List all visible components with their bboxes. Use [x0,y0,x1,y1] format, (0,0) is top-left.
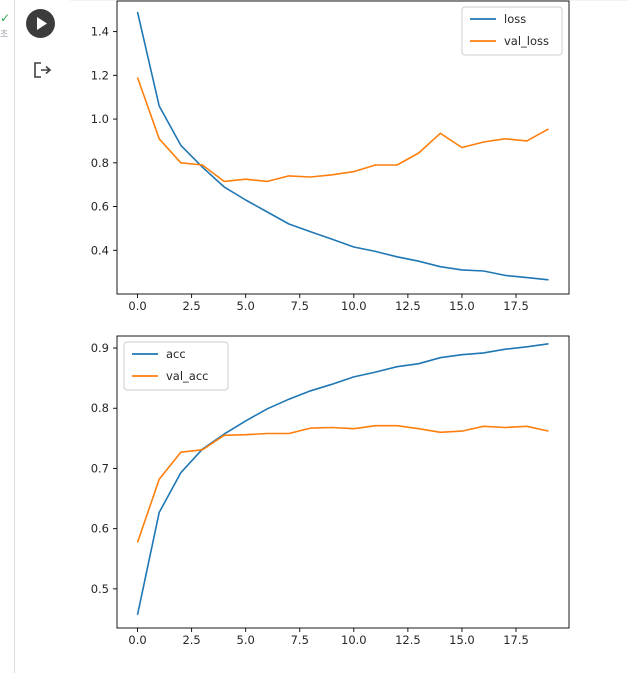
chart-1-y-tick-label: 1.4 [91,25,109,39]
chart-1-x-tick-label: 5.0 [237,299,255,313]
legend-label-val_acc: val_acc [166,369,209,383]
chart-1-y-tick-label: 1.0 [91,112,109,126]
chart-2-x-tick-label: 15.0 [449,633,475,647]
chart-2-x-tick-label: 7.5 [291,633,309,647]
play-icon [37,17,47,30]
chart-1-x-tick-label: 7.5 [291,299,309,313]
output-exit-icon [34,62,52,78]
chart-2-y-tick-label: 0.6 [91,522,109,536]
chart-2-legend-box [123,341,229,391]
chart-1-legend-box [461,6,563,56]
chart-2-x-tick-label: 0.0 [128,633,146,647]
chart-2-y-tick-label: 0.7 [91,461,109,475]
legend-label-acc: acc [166,347,186,361]
chart-2-y-tick-label: 0.8 [91,401,109,415]
chart-1-y-tick-label: 1.2 [91,68,109,82]
gutter-divider [14,0,15,673]
chart-2-x-tick-label: 2.5 [182,633,200,647]
cell-top-border [70,0,628,1]
chart-2: 0.0 2.5 5.0 7.5 10.0 12.5 15.0 17.5 0.5 0.6 0.7 0.8… [91,335,570,647]
chart-2-x-tick-label: 12.5 [395,633,421,647]
chart-2-y-tick-label: 0.5 [91,582,109,596]
check-icon: ✓ [0,11,11,25]
chart-1-y-tick-label: 0.8 [91,156,109,170]
series-line-val_acc [136,424,549,543]
chart-2-x-tick-label: 10.0 [341,633,367,647]
chart-2-axes-frame [116,335,570,629]
run-cell-button[interactable] [26,9,55,38]
series-line-val_loss [136,77,549,183]
legend-label-val_loss: val_loss [504,34,549,48]
chart-1-x-tick-label: 10.0 [341,299,367,313]
chart-1-axes-frame [116,0,570,295]
chart-1-x-tick-label: 17.5 [503,299,529,313]
chart-1-x-tick-label: 12.5 [395,299,421,313]
chart-1-x-tick-label: 2.5 [182,299,200,313]
chart-2-x-tick-label: 17.5 [503,633,529,647]
chart-1: 0.0 2.5 5.0 7.5 10.0 12.5 15.0 17.5 0.4 0.6 0.8 1.0… [91,0,570,313]
chart-1-y-tick-label: 0.4 [91,243,109,257]
legend-label-loss: loss [504,12,526,26]
chart-2-y-tick-label: 0.9 [91,341,109,355]
chart-2-x-tick-label: 5.0 [237,633,255,647]
cell-gutter [0,0,14,673]
series-line-acc [136,343,549,615]
chart-1-x-tick-label: 0.0 [128,299,146,313]
chart-1-y-tick-label: 0.6 [91,200,109,214]
chart-1-x-tick-label: 15.0 [449,299,475,313]
output-exit-button[interactable] [30,58,54,82]
series-line-loss [136,11,549,281]
execution-label: 초 [0,30,9,40]
